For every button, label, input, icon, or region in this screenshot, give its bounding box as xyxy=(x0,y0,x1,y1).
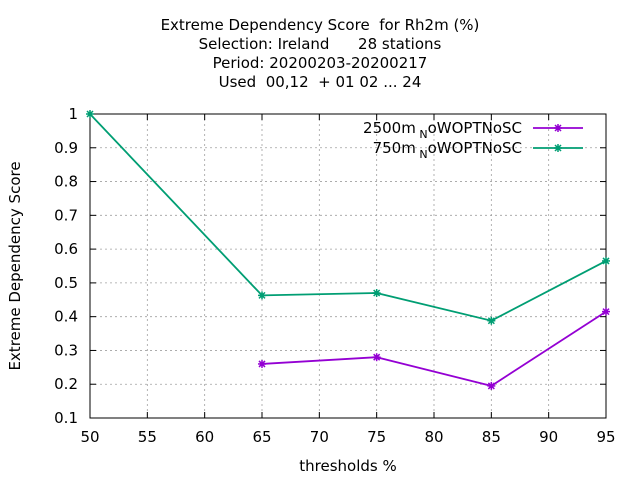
x-tick-label: 55 xyxy=(138,428,157,446)
y-tick-label: 0.4 xyxy=(54,308,78,326)
x-tick-label: 50 xyxy=(80,428,99,446)
legend-label-1: 2500m NoWOPTNoSC xyxy=(363,119,522,141)
legend-label-2: 750m NoWOPTNoSC xyxy=(373,139,522,161)
x-tick-label: 60 xyxy=(195,428,214,446)
data-point-series-2 xyxy=(86,110,94,118)
data-point-series-1 xyxy=(602,307,610,316)
series-group xyxy=(86,110,610,390)
series-line-2 xyxy=(89,113,607,322)
y-tick-label: 0.3 xyxy=(54,341,78,359)
data-point-series-2 xyxy=(258,291,266,300)
data-point-series-1 xyxy=(372,353,381,362)
chart-title-line-1: Extreme Dependency Score for Rh2m (%) xyxy=(160,16,480,34)
x-tick-label: 75 xyxy=(367,428,386,446)
x-axis-label: thresholds % xyxy=(299,457,396,475)
y-axis-label: Extreme Dependency Score xyxy=(6,161,24,370)
chart-title-line-3: Period: 20200203-20200217 xyxy=(212,54,428,72)
data-point-series-2 xyxy=(602,256,610,265)
y-tick-label: 0.6 xyxy=(54,240,78,258)
series-line-1 xyxy=(261,310,607,387)
chart-title-line-2: Selection: Ireland 28 stations xyxy=(198,35,442,53)
y-tick-label: 0.1 xyxy=(54,409,78,427)
data-point-series-1 xyxy=(258,359,266,368)
x-tick-label: 85 xyxy=(482,428,501,446)
x-tick-label: 70 xyxy=(310,428,329,446)
legend-marker-1 xyxy=(554,124,562,132)
y-tick-label: 1 xyxy=(68,105,78,123)
y-tick-label: 0.5 xyxy=(54,274,78,292)
x-tick-label: 80 xyxy=(424,428,443,446)
y-tick-label: 0.8 xyxy=(54,173,78,191)
chart-title-line-4: Used 00,12 + 01 02 ... 24 xyxy=(218,73,422,91)
y-tick-label: 0.9 xyxy=(54,139,78,157)
x-tick-label: 90 xyxy=(539,428,558,446)
data-point-series-2 xyxy=(372,289,381,298)
x-tick-label: 95 xyxy=(596,428,615,446)
y-tick-label: 0.2 xyxy=(54,375,78,393)
axis-ticks: 50 55 60 65 70 75 80 85 90 95 0.1 0.2 0.3 0.4 0.5 0.6 0.… xyxy=(54,105,615,446)
y-tick-label: 0.7 xyxy=(54,206,78,224)
legend-marker-2 xyxy=(554,144,562,152)
data-point-series-1 xyxy=(487,381,496,390)
data-point-series-2 xyxy=(487,316,496,325)
grid-lines xyxy=(90,114,606,418)
plot-frame xyxy=(89,113,607,419)
x-tick-label: 65 xyxy=(252,428,271,446)
